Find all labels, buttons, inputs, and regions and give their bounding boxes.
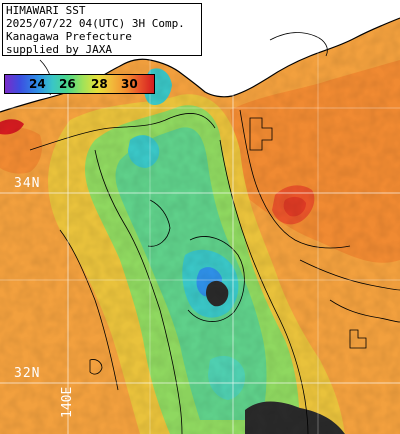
lat-32n-label: 32N	[14, 366, 41, 381]
caption-title: HIMAWARI SST	[6, 4, 86, 17]
legend-tick-30: 30	[121, 77, 138, 91]
caption-region: Kanagawa Prefecture	[6, 30, 132, 43]
sst-contours	[29, 32, 400, 434]
legend-tick-24: 24	[29, 77, 46, 91]
caption-source: supplied by JAXA	[6, 43, 112, 56]
legend-tick-26: 26	[59, 77, 76, 91]
lat-34n-label: 34N	[14, 176, 41, 191]
caption-date: 2025/07/22 04(UTC) 3H Comp.	[6, 17, 185, 30]
legend-tick-28: 28	[91, 77, 108, 91]
map-caption: HIMAWARI SST 2025/07/22 04(UTC) 3H Comp.…	[2, 3, 202, 56]
lon-140e-label: 140E	[60, 386, 75, 418]
sst-color-legend: 24 26 28 30	[4, 74, 155, 94]
